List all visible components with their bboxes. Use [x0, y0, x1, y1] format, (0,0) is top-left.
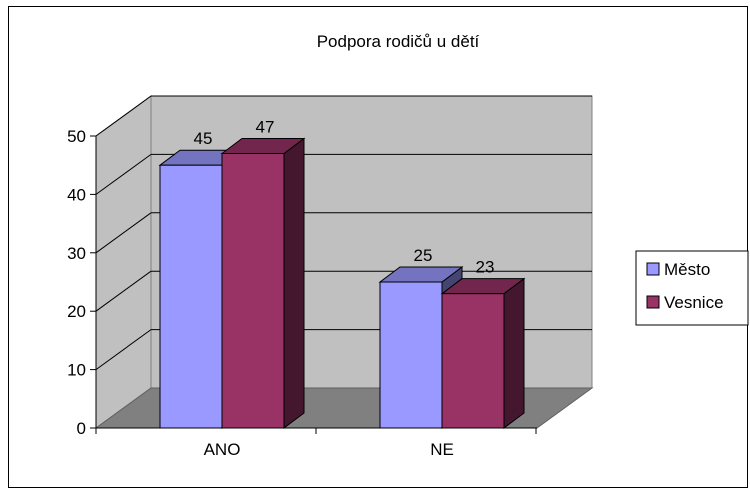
chart-title: Podpora rodičů u dětí	[317, 32, 480, 51]
category-label: NE	[430, 440, 454, 459]
data-label: 23	[476, 258, 495, 277]
y-tick-label: 50	[67, 127, 86, 146]
bar-front	[441, 293, 505, 429]
bar-side	[503, 277, 525, 429]
data-label: 45	[194, 129, 213, 148]
y-tick-label: 20	[67, 302, 86, 321]
bar-side	[283, 137, 305, 429]
bar-ano-vesnice	[220, 137, 306, 429]
y-tick-label: 30	[67, 244, 86, 263]
plot-area: 0 10 20 30 40 50 45 47 ANO 25 23 NE Město Vesnice	[67, 95, 749, 459]
bar-front	[221, 153, 285, 429]
bar-ne-vesnice	[440, 277, 526, 429]
gridline-side	[95, 270, 152, 312]
y-tick-label: 10	[67, 361, 86, 380]
data-label: 25	[414, 246, 433, 265]
y-tick-label: 0	[77, 419, 86, 438]
gridline-side	[95, 212, 152, 254]
gridline-side	[95, 95, 152, 137]
gridline-side	[95, 153, 152, 195]
bar-front	[379, 281, 443, 429]
legend-swatch	[646, 295, 660, 309]
legend-label: Město	[664, 260, 710, 279]
legend-swatch	[646, 262, 660, 276]
legend: Město Vesnice	[635, 250, 749, 326]
side-wall	[95, 95, 152, 429]
bar-front	[159, 164, 223, 429]
gridline-side	[95, 329, 152, 371]
y-tick-label: 40	[67, 185, 86, 204]
data-label: 47	[256, 118, 275, 137]
legend-label: Vesnice	[664, 293, 724, 312]
category-label: ANO	[204, 440, 241, 459]
